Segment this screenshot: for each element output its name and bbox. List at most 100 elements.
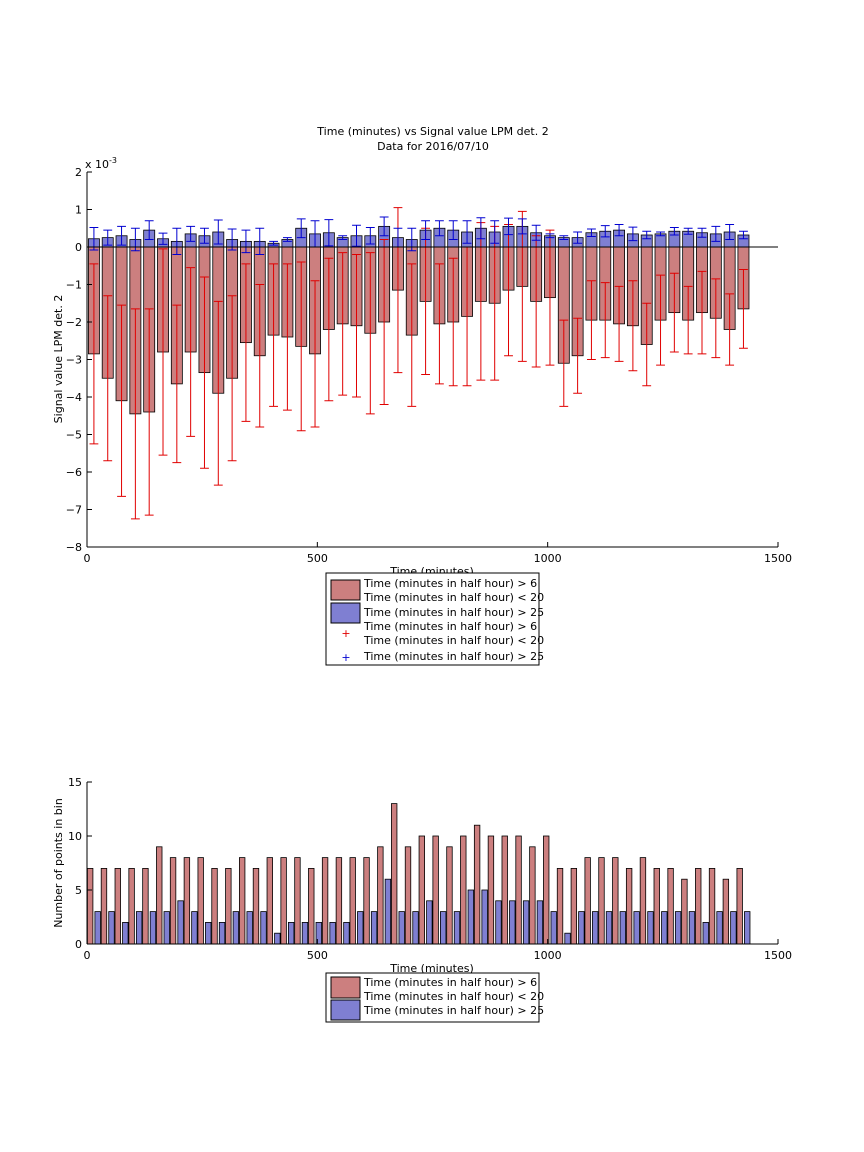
signal-y-tick-label: −8 [66, 541, 82, 554]
count-bar-blue [467, 889, 474, 945]
count-bar-blue [744, 911, 751, 945]
count-bar-blue [163, 911, 170, 945]
count-x-axis-label: Time (minutes) [389, 962, 474, 975]
count-x-tick-label: 1000 [534, 949, 562, 962]
count-bar-blue [287, 922, 295, 945]
count-bar-red [598, 857, 605, 945]
count-bar-blue [605, 911, 613, 945]
signal-y-tick-label: −4 [66, 391, 82, 404]
signal-legend: Time (minutes in half hour) > 6 Time (mi… [325, 572, 544, 666]
count-bar-blue [661, 911, 668, 945]
signal-y-tick-label: 0 [75, 241, 82, 254]
legend-blue-label: Time (minutes in half hour) > 25 [363, 606, 544, 619]
signal-x-tick-label: 0 [84, 552, 91, 565]
legend-swatch-blue [330, 602, 361, 624]
signal-y-tick-label: −7 [66, 504, 82, 517]
count-bar-red [321, 857, 329, 945]
legend-red-plus-label-2: Time (minutes in half hour) < 20 [363, 634, 544, 647]
signal-chart: Time (minutes) vs Signal value LPM det. … [52, 125, 792, 666]
count-bar-blue [260, 911, 267, 945]
count-bar-red [612, 857, 619, 945]
count-bar-red [225, 868, 232, 945]
signal-legend-box [325, 572, 540, 666]
count-bar-blue [343, 922, 350, 945]
count-bar-blue [191, 911, 198, 945]
count-bar-blue [688, 911, 696, 945]
count-x-tick-label: 1500 [764, 949, 792, 962]
count-bar-red [639, 857, 647, 945]
count-bar-red [211, 868, 218, 945]
signal-y-tick-label: −2 [66, 316, 82, 329]
count-legend: Time (minutes in half hour) > 6 Time (mi… [325, 972, 544, 1023]
count-bar-blue [94, 911, 101, 945]
count-bar-blue [453, 911, 461, 945]
signal-chart-subtitle: Data for 2016/07/10 [377, 140, 489, 153]
signal-x-ticks: 0 500 1000 1500 [84, 542, 792, 565]
count-bar-red [266, 857, 273, 945]
count-legend-red-label-1: Time (minutes in half hour) > 6 [363, 976, 537, 989]
count-bar-blue [592, 911, 599, 945]
count-bar-blue [619, 911, 626, 945]
count-bar-blue [647, 911, 654, 945]
count-bar-blue [440, 911, 447, 945]
signal-y-tick-label: 2 [75, 166, 82, 179]
signal-y-axis-label: Signal value LPM det. 2 [52, 295, 65, 424]
count-legend-swatch-blue [330, 999, 361, 1021]
legend-blue-plus-label: Time (minutes in half hour) > 25 [363, 650, 544, 663]
count-bar-red [543, 835, 550, 945]
count-legend-swatch-red [330, 976, 361, 999]
count-bar-red [473, 824, 481, 945]
count-y-axis-label: Number of points in bin [52, 798, 65, 928]
count-bar-red [391, 803, 398, 945]
count-bar-blue [716, 911, 723, 945]
count-bar-blue [246, 911, 253, 945]
count-bar-red [570, 868, 578, 945]
count-bar-red [515, 835, 522, 945]
count-y-tick-label: 5 [75, 884, 82, 897]
signal-x-tick-label: 1000 [534, 552, 562, 565]
count-bar-red [308, 868, 315, 945]
count-y-ticks: 15 10 5 0 [68, 776, 92, 951]
signal-y-tick-label: −1 [66, 279, 82, 292]
count-bar-blue [218, 922, 226, 945]
count-bar-blue [329, 922, 336, 945]
signal-y-tick-label: −3 [66, 354, 82, 367]
count-bar-red [529, 846, 536, 945]
count-bar-red [239, 857, 246, 945]
count-y-tick-label: 15 [68, 776, 82, 789]
count-bar-red [183, 857, 191, 945]
count-bar-red [722, 878, 730, 945]
count-bar-blue [426, 900, 433, 945]
count-bar-red [169, 857, 177, 945]
count-y-tick-label: 0 [75, 938, 82, 951]
count-bar-red [280, 857, 287, 945]
count-bar-blue [674, 911, 682, 945]
legend-red-label-2: Time (minutes in half hour) < 20 [363, 591, 544, 604]
count-bar-blue [370, 911, 378, 945]
count-bar-blue [274, 932, 281, 945]
count-bar-red [252, 868, 260, 945]
count-bar-red [377, 846, 384, 945]
count-bars-red-series [86, 803, 743, 945]
count-bar-red [695, 868, 702, 945]
count-bar-blue [495, 900, 502, 945]
count-bar-red [501, 835, 508, 945]
count-bar-red [667, 868, 674, 945]
count-bar-blue [398, 911, 405, 945]
count-bar-red [681, 878, 688, 945]
count-bar-red [114, 868, 121, 945]
count-bars-blue-series [94, 878, 751, 945]
count-bar-blue [550, 911, 557, 945]
count-bar-red [294, 857, 301, 945]
count-bar-blue [702, 922, 709, 945]
y-multiplier-label: x 10-3 [85, 156, 117, 171]
legend-red-plus-marker: + [341, 627, 350, 640]
signal-y-tick-label: −5 [66, 429, 82, 442]
count-bar-blue [412, 911, 419, 945]
signal-y-tick-label: 1 [75, 204, 82, 217]
count-bar-blue [205, 922, 212, 945]
count-bar-red [197, 857, 204, 945]
signal-y-tick-label: −6 [66, 466, 82, 479]
count-bar-red [404, 846, 412, 945]
